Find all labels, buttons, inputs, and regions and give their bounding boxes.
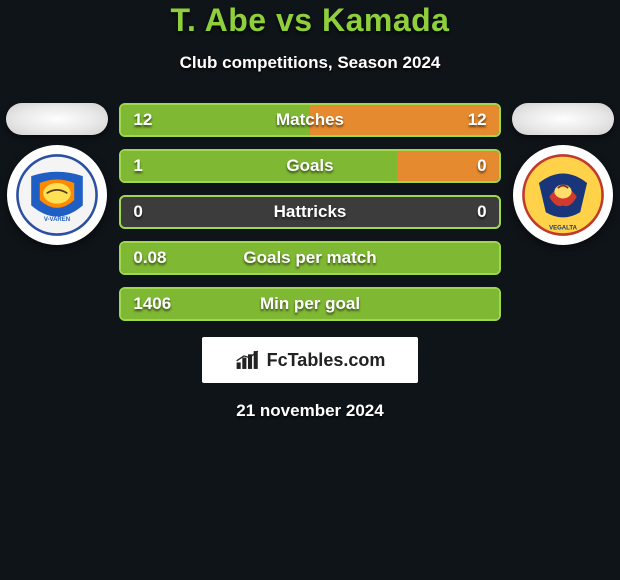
v-varen-logo-icon: V-VAREN [14, 152, 100, 238]
stat-row: 1 Goals 0 [119, 149, 500, 183]
club-logo-left: V-VAREN [7, 145, 107, 245]
stat-label: Goals [286, 156, 333, 176]
page-title: T. Abe vs Kamada [0, 2, 620, 39]
stat-left-value: 12 [133, 110, 152, 130]
branding-badge[interactable]: FcTables.com [202, 337, 418, 383]
club-logo-right: VEGALTA [513, 145, 613, 245]
player-right-column: VEGALTA [511, 103, 616, 245]
stat-right-value: 0 [477, 156, 486, 176]
subtitle: Club competitions, Season 2024 [0, 53, 620, 73]
svg-text:VEGALTA: VEGALTA [549, 225, 578, 231]
stat-right-value: 12 [468, 110, 487, 130]
stat-fill-left [121, 151, 396, 181]
stat-left-value: 1406 [133, 294, 171, 314]
player-left-column: V-VAREN [4, 103, 109, 245]
branding-text: FcTables.com [267, 350, 386, 371]
player-left-photo [6, 103, 108, 135]
comparison-widget: T. Abe vs Kamada Club competitions, Seas… [0, 0, 620, 421]
date-text: 21 november 2024 [0, 401, 620, 421]
stat-left-value: 1 [133, 156, 142, 176]
stat-row: 12 Matches 12 [119, 103, 500, 137]
stats-column: 12 Matches 12 1 Goals 0 0 Hattricks 0 0.08 Goals p… [119, 103, 500, 321]
bar-chart-icon [235, 349, 261, 371]
stat-label: Matches [276, 110, 344, 130]
stat-label: Min per goal [260, 294, 360, 314]
svg-text:V-VAREN: V-VAREN [44, 217, 70, 223]
stat-label: Goals per match [243, 248, 376, 268]
stat-row: 0.08 Goals per match [119, 241, 500, 275]
player-right-photo [512, 103, 614, 135]
stat-label: Hattricks [274, 202, 347, 222]
stat-row: 0 Hattricks 0 [119, 195, 500, 229]
stat-row: 1406 Min per goal [119, 287, 500, 321]
stat-left-value: 0.08 [133, 248, 166, 268]
vegalta-logo-icon: VEGALTA [520, 152, 606, 238]
stat-right-value: 0 [477, 202, 486, 222]
main-row: V-VAREN 12 Matches 12 1 Goals 0 0 Hattricks 0 0.0… [0, 103, 620, 321]
stat-left-value: 0 [133, 202, 142, 222]
